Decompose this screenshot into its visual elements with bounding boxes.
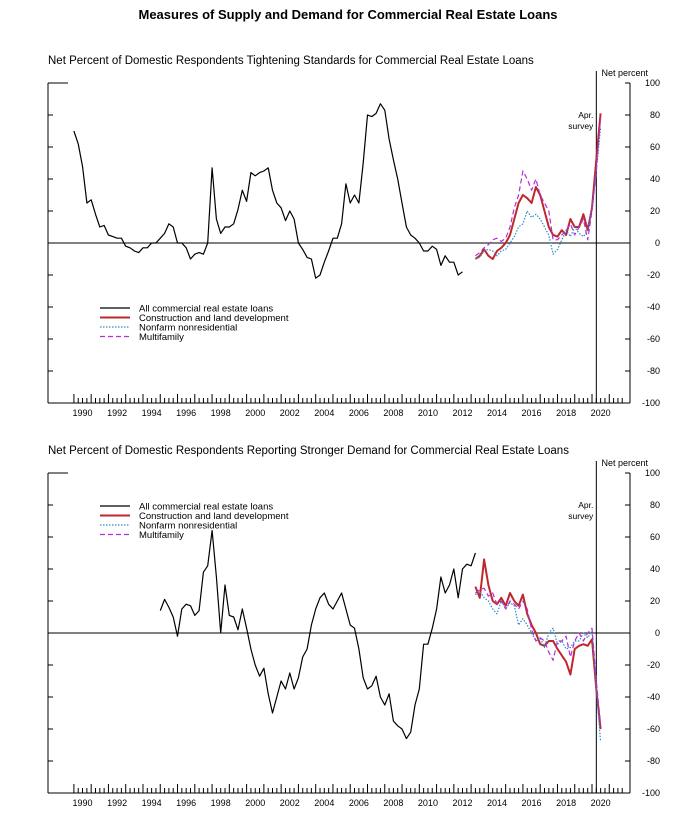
survey-annotation: Apr. — [578, 110, 593, 120]
x-tick-label: 2016 — [522, 798, 542, 808]
y-axis-label: Net percent — [601, 458, 648, 468]
y-tick-label: 0 — [655, 238, 660, 248]
series-line-nonfarm — [475, 590, 602, 742]
legend-label: Construction and land development — [139, 313, 289, 324]
chart-title: Net Percent of Domestic Respondents Tigh… — [48, 55, 534, 67]
legend-label: All commercial real estate loans — [139, 304, 273, 315]
x-tick-label: 1990 — [73, 798, 93, 808]
y-tick-label: 40 — [650, 564, 660, 574]
x-tick-label: 2008 — [383, 798, 403, 808]
y-tick-label: -60 — [647, 724, 660, 734]
x-tick-label: 1992 — [107, 408, 127, 418]
legend-label: Construction and land development — [139, 511, 289, 522]
series-line-all — [159, 529, 476, 740]
y-tick-label: -60 — [647, 334, 660, 344]
x-tick-label: 1998 — [211, 408, 231, 418]
y-tick-label: 40 — [650, 174, 660, 184]
x-tick-label: 2004 — [314, 408, 334, 418]
legend-label: Multifamily — [139, 530, 184, 541]
x-tick-label: 1994 — [142, 798, 162, 808]
y-tick-label: -40 — [647, 692, 660, 702]
series-line-construction — [474, 558, 602, 730]
x-tick-label: 2020 — [591, 408, 611, 418]
x-tick-label: 2016 — [522, 408, 542, 418]
x-tick-label: 2000 — [245, 798, 265, 808]
x-tick-label: 2002 — [280, 798, 300, 808]
x-tick-label: 2012 — [452, 408, 472, 418]
y-tick-label: 80 — [650, 500, 660, 510]
y-tick-label: -80 — [647, 366, 660, 376]
y-tick-label: 60 — [650, 532, 660, 542]
y-tick-label: 60 — [650, 142, 660, 152]
y-tick-label: -20 — [647, 270, 660, 280]
x-tick-label: 2006 — [349, 408, 369, 418]
chart-title: Net Percent of Domestic Respondents Repo… — [48, 445, 569, 457]
legend-label: Nonfarm nonresidential — [139, 323, 237, 334]
series-line-nonfarm — [475, 127, 602, 260]
x-tick-label: 2010 — [418, 798, 438, 808]
x-tick-label: 2012 — [452, 798, 472, 808]
x-tick-label: 2020 — [591, 798, 611, 808]
y-tick-label: 100 — [645, 78, 660, 88]
y-tick-label: 80 — [650, 110, 660, 120]
legend-label: All commercial real estate loans — [139, 502, 273, 513]
x-tick-label: 1992 — [107, 798, 127, 808]
x-tick-label: 2006 — [349, 798, 369, 808]
x-tick-label: 2010 — [418, 408, 438, 418]
legend-label: Multifamily — [139, 332, 184, 343]
y-tick-label: -100 — [642, 398, 660, 408]
y-tick-label: -100 — [642, 788, 660, 798]
x-tick-label: 2014 — [487, 408, 507, 418]
x-tick-label: 1994 — [142, 408, 162, 418]
series-line-multifamily — [475, 587, 602, 725]
y-tick-label: 100 — [645, 468, 660, 478]
series-line-construction — [474, 113, 602, 260]
chart-panel-2: Net Percent of Domestic Respondents Repo… — [47, 445, 660, 808]
survey-annotation: Apr. — [578, 500, 593, 510]
x-tick-label: 1996 — [176, 408, 196, 418]
x-tick-label: 2014 — [487, 798, 507, 808]
main-title: Measures of Supply and Demand for Commer… — [138, 7, 557, 22]
survey-annotation: survey — [568, 511, 594, 521]
chart-panel-1: Net Percent of Domestic Respondents Tigh… — [47, 55, 660, 418]
y-tick-label: -20 — [647, 660, 660, 670]
y-axis-label: Net percent — [601, 68, 648, 78]
x-tick-label: 1990 — [73, 408, 93, 418]
x-tick-label: 2008 — [383, 408, 403, 418]
y-tick-label: 20 — [650, 596, 660, 606]
y-tick-label: 20 — [650, 206, 660, 216]
legend-label: Nonfarm nonresidential — [139, 521, 237, 532]
y-tick-label: -80 — [647, 756, 660, 766]
x-tick-label: 2018 — [556, 408, 576, 418]
y-tick-label: 0 — [655, 628, 660, 638]
x-tick-label: 1996 — [176, 798, 196, 808]
x-tick-label: 2018 — [556, 798, 576, 808]
x-tick-label: 2002 — [280, 408, 300, 418]
x-tick-label: 1998 — [211, 798, 231, 808]
series-line-multifamily — [475, 118, 602, 257]
x-tick-label: 2004 — [314, 798, 334, 808]
y-tick-label: -40 — [647, 302, 660, 312]
series-line-all — [73, 103, 463, 279]
x-tick-label: 2000 — [245, 408, 265, 418]
survey-annotation: survey — [568, 121, 594, 131]
